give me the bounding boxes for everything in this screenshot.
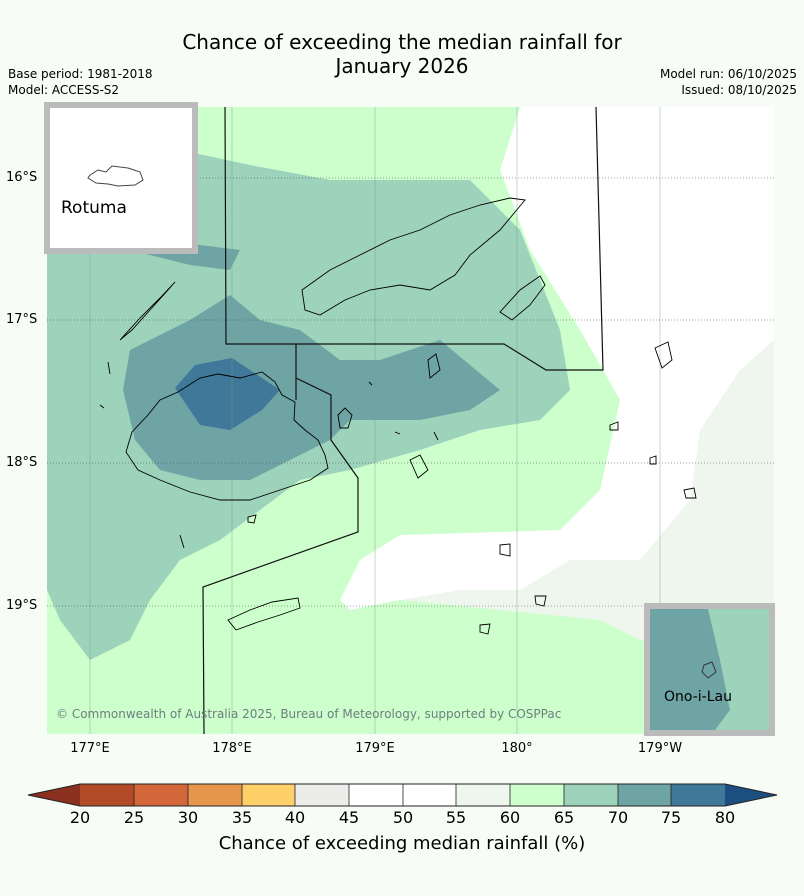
lon-label-179w: 179°W <box>637 741 683 756</box>
title-line-2: January 2026 <box>335 54 469 78</box>
lon-label-178e: 178°E <box>212 741 252 756</box>
colorbar-segment-35_40 <box>242 784 295 806</box>
vanua-levu-outline <box>301 197 526 316</box>
map-title: Chance of exceeding the median rainfall … <box>0 30 804 78</box>
title-line-1: Chance of exceeding the median rainfall … <box>182 30 622 54</box>
colorbar-segment-60_65 <box>510 784 564 806</box>
ovalau-outline <box>337 407 353 429</box>
copyright-text: © Commonwealth of Australia 2025, Bureau… <box>56 707 561 721</box>
taveuni-outline <box>499 275 546 321</box>
base-period: Base period: 1981-2018 <box>8 67 153 81</box>
gau-outline <box>409 454 429 479</box>
cb-tick: 65 <box>553 808 575 827</box>
cb-tick: 60 <box>499 808 521 827</box>
lau-islands <box>479 341 697 635</box>
colorbar <box>27 783 778 807</box>
koro-outline <box>427 353 441 379</box>
cb-tick: 50 <box>392 808 414 827</box>
cb-tick: 55 <box>445 808 467 827</box>
lon-label-180: 180° <box>501 741 533 756</box>
cb-tick: 70 <box>607 808 629 827</box>
yasawa-outline <box>119 281 176 341</box>
lon-label-177e: 177°E <box>70 741 110 756</box>
colorbar-segment-25_30 <box>134 784 188 806</box>
cb-tick: 80 <box>714 808 736 827</box>
cb-tick: 30 <box>177 808 199 827</box>
rotuma-inset <box>44 102 198 254</box>
onoilau-inset <box>644 603 775 736</box>
cb-tick: 25 <box>123 808 145 827</box>
cb-tick: 45 <box>338 808 360 827</box>
colorbar-segment-40_45 <box>295 784 349 806</box>
model-run: Model run: 06/10/2025 <box>659 67 797 81</box>
viti-levu-outline <box>125 371 329 501</box>
colorbar-segment-below_20 <box>28 784 80 806</box>
lon-label-179e: 179°E <box>355 741 395 756</box>
colorbar-segment-65_70 <box>564 784 618 806</box>
colorbar-segment-30_35 <box>188 784 242 806</box>
lat-label-17s: 17°S <box>6 312 38 327</box>
zone-75-80 <box>175 358 280 430</box>
meta-left: Base period: 1981-2018 Model: ACCESS-S2 <box>8 66 153 98</box>
rotuma-island <box>87 165 144 187</box>
kadavu-outline <box>227 597 301 631</box>
cb-tick: 35 <box>231 808 253 827</box>
onoilau-island <box>701 661 717 679</box>
cb-tick: 20 <box>69 808 91 827</box>
colorbar-segment-above_80 <box>725 784 777 806</box>
issued-date: Issued: 08/10/2025 <box>681 83 797 97</box>
zone-45-55 <box>340 107 774 610</box>
lat-label-18s: 18°S <box>6 455 38 470</box>
colorbar-segment-45_50 <box>349 784 403 806</box>
colorbar-title: Chance of exceeding median rainfall (%) <box>218 833 586 854</box>
cb-tick: 75 <box>660 808 682 827</box>
colorbar-segment-20_25 <box>80 784 134 806</box>
colorbar-segment-75_80 <box>671 784 725 806</box>
small-islets <box>99 361 439 549</box>
zone-70-75 <box>123 295 500 480</box>
cb-tick: 40 <box>284 808 306 827</box>
rotuma-label: Rotuma <box>61 198 127 218</box>
onoilau-label: Ono-i-Lau <box>664 689 732 705</box>
colorbar-segment-55_60 <box>456 784 510 806</box>
model-name: Model: ACCESS-S2 <box>8 83 120 97</box>
lat-label-16s: 16°S <box>6 170 38 185</box>
lat-label-19s: 19°S <box>6 598 38 613</box>
colorbar-segment-70_75 <box>618 784 671 806</box>
colorbar-segment-50_55 <box>403 784 456 806</box>
meta-right: Model run: 06/10/2025 Issued: 08/10/2025 <box>660 66 797 98</box>
